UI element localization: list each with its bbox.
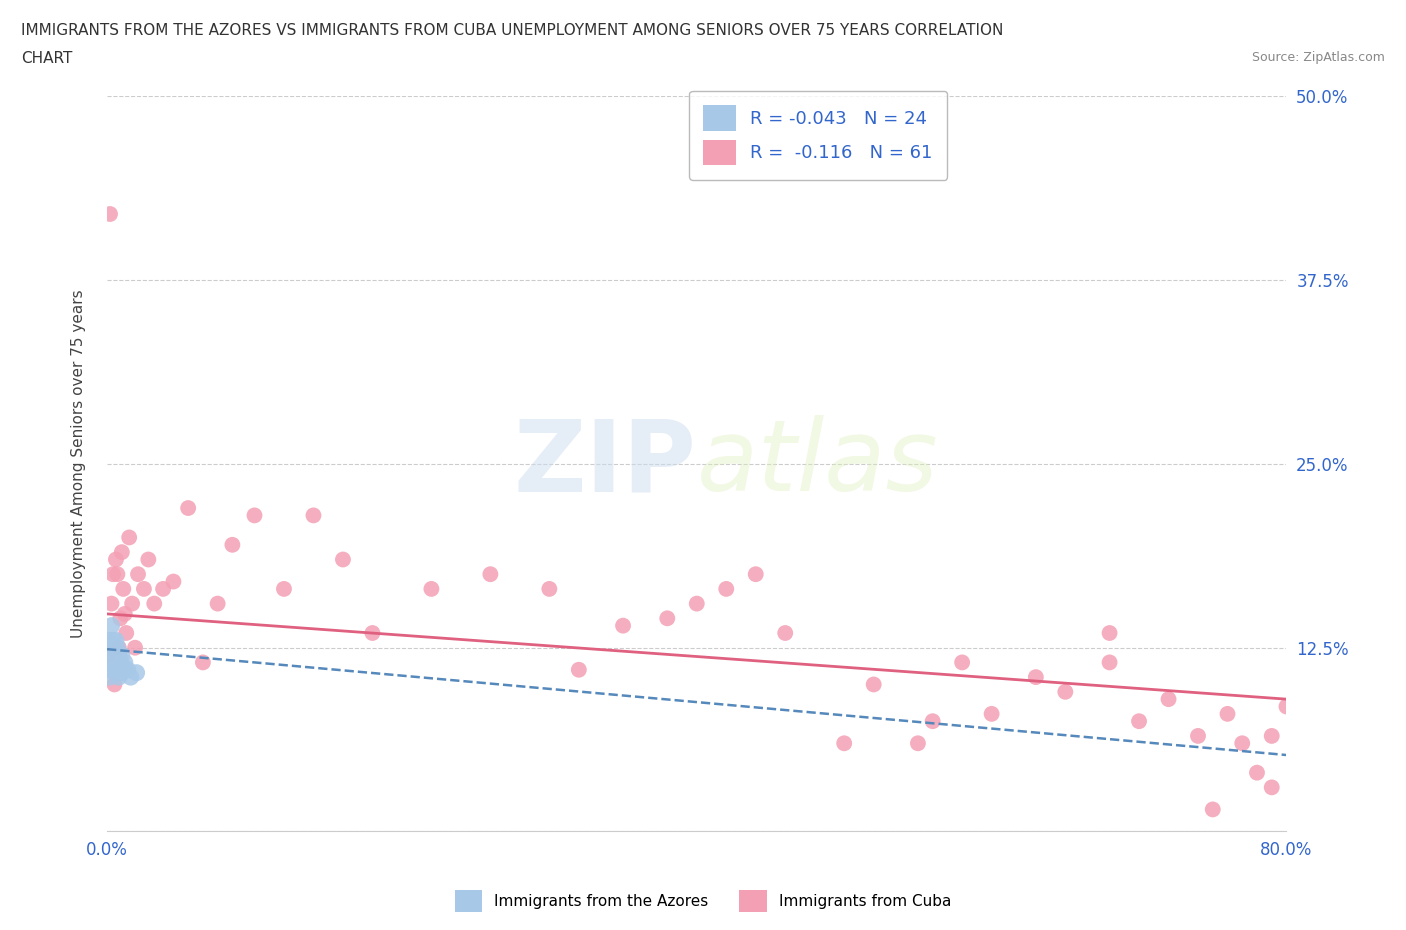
- Point: [479, 566, 502, 581]
- Point: [273, 581, 295, 596]
- Point: [108, 647, 131, 662]
- Point: [1054, 684, 1077, 699]
- Legend: R = -0.043   N = 24, R =  -0.116   N = 61: R = -0.043 N = 24, R = -0.116 N = 61: [689, 91, 948, 179]
- Point: [105, 665, 128, 680]
- Point: [138, 552, 160, 567]
- Point: [980, 707, 1002, 722]
- Point: [1261, 780, 1284, 795]
- Point: [118, 530, 141, 545]
- Point: [103, 677, 125, 692]
- Point: [120, 670, 142, 684]
- Legend: Immigrants from the Azores, Immigrants from Cuba: Immigrants from the Azores, Immigrants f…: [449, 884, 957, 918]
- Point: [115, 626, 138, 641]
- Point: [108, 640, 131, 655]
- Point: [114, 655, 136, 670]
- Point: [101, 566, 124, 581]
- Point: [612, 618, 634, 633]
- Point: [121, 596, 143, 611]
- Text: atlas: atlas: [697, 416, 938, 512]
- Point: [104, 552, 127, 567]
- Point: [97, 633, 120, 648]
- Point: [112, 659, 135, 674]
- Point: [143, 596, 166, 611]
- Point: [191, 655, 214, 670]
- Point: [105, 566, 128, 581]
- Point: [110, 655, 132, 670]
- Point: [1216, 707, 1239, 722]
- Text: Source: ZipAtlas.com: Source: ZipAtlas.com: [1251, 51, 1385, 64]
- Point: [420, 581, 443, 596]
- Point: [207, 596, 229, 611]
- Point: [100, 618, 122, 633]
- Point: [98, 670, 121, 684]
- Point: [101, 633, 124, 648]
- Point: [125, 665, 148, 680]
- Point: [686, 596, 709, 611]
- Point: [907, 736, 929, 751]
- Point: [921, 714, 943, 729]
- Point: [332, 552, 354, 567]
- Point: [657, 611, 679, 626]
- Point: [111, 647, 134, 662]
- Point: [1246, 765, 1268, 780]
- Point: [104, 655, 127, 670]
- Point: [103, 640, 125, 655]
- Point: [568, 662, 591, 677]
- Point: [132, 581, 155, 596]
- Point: [1202, 802, 1225, 817]
- Point: [98, 206, 121, 221]
- Point: [100, 596, 122, 611]
- Point: [100, 647, 122, 662]
- Point: [117, 662, 139, 677]
- Point: [1261, 728, 1284, 743]
- Point: [103, 662, 125, 677]
- Point: [832, 736, 855, 751]
- Point: [243, 508, 266, 523]
- Point: [114, 606, 136, 621]
- Point: [105, 640, 128, 655]
- Point: [177, 500, 200, 515]
- Point: [162, 574, 184, 589]
- Point: [97, 662, 120, 677]
- Point: [124, 640, 146, 655]
- Point: [111, 545, 134, 560]
- Point: [1098, 655, 1121, 670]
- Point: [862, 677, 884, 692]
- Point: [98, 640, 121, 655]
- Point: [111, 665, 134, 680]
- Text: CHART: CHART: [21, 51, 73, 66]
- Point: [361, 626, 384, 641]
- Point: [101, 655, 124, 670]
- Text: IMMIGRANTS FROM THE AZORES VS IMMIGRANTS FROM CUBA UNEMPLOYMENT AMONG SENIORS OV: IMMIGRANTS FROM THE AZORES VS IMMIGRANTS…: [21, 23, 1004, 38]
- Point: [1025, 670, 1047, 684]
- Point: [716, 581, 738, 596]
- Y-axis label: Unemployment Among Seniors over 75 years: Unemployment Among Seniors over 75 years: [72, 289, 86, 638]
- Point: [538, 581, 561, 596]
- Text: ZIP: ZIP: [515, 416, 697, 512]
- Point: [108, 670, 131, 684]
- Point: [104, 633, 127, 648]
- Point: [950, 655, 973, 670]
- Point: [1128, 714, 1150, 729]
- Point: [773, 626, 796, 641]
- Point: [127, 566, 149, 581]
- Point: [97, 647, 120, 662]
- Point: [1275, 699, 1298, 714]
- Point: [302, 508, 325, 523]
- Point: [152, 581, 174, 596]
- Point: [745, 566, 768, 581]
- Point: [112, 581, 135, 596]
- Point: [221, 538, 243, 552]
- Point: [1157, 692, 1180, 707]
- Point: [1098, 626, 1121, 641]
- Point: [1232, 736, 1254, 751]
- Point: [1187, 728, 1209, 743]
- Point: [110, 611, 132, 626]
